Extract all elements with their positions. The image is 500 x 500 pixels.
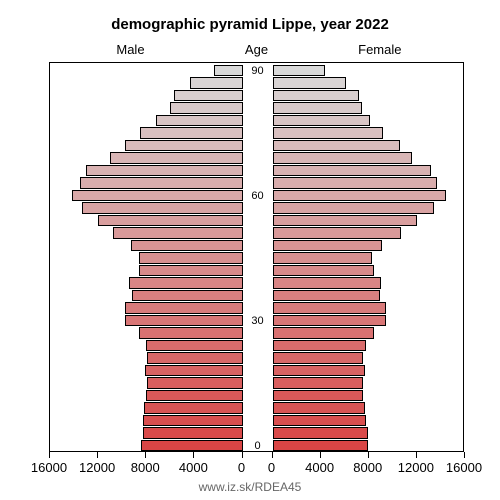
male-bar (86, 165, 242, 177)
male-bar (143, 415, 243, 427)
male-bar (146, 340, 242, 352)
male-bar (129, 277, 242, 289)
x-tick (145, 452, 146, 458)
female-bar (273, 140, 401, 152)
female-bar (273, 90, 360, 102)
female-bar (273, 340, 367, 352)
x-tick-label: 4000 (305, 460, 334, 475)
x-tick (97, 452, 98, 458)
female-bar (273, 315, 386, 327)
male-bar (147, 352, 242, 364)
x-tick-label: 8000 (131, 460, 160, 475)
female-bar (273, 377, 363, 389)
x-tick (368, 452, 369, 458)
female-bar (273, 215, 417, 227)
x-tick (242, 452, 243, 458)
male-bar (125, 302, 243, 314)
male-bar (145, 365, 242, 377)
male-bar (174, 90, 243, 102)
female-bar (273, 440, 368, 452)
female-bar (273, 227, 402, 239)
female-bar (273, 127, 384, 139)
age-tick-label: 60 (243, 190, 273, 202)
x-tick-label: 4000 (179, 460, 208, 475)
male-bar (144, 402, 243, 414)
age-axis-label: Age (245, 42, 268, 57)
female-bar (273, 202, 434, 214)
male-bar (141, 440, 242, 452)
female-bar (273, 290, 380, 302)
male-bar (131, 240, 243, 252)
female-bar (273, 165, 432, 177)
female-bar (273, 327, 374, 339)
male-bar (214, 65, 243, 77)
age-column: 0 30 60 90 (243, 63, 273, 451)
female-bar (273, 115, 370, 127)
male-side (50, 63, 243, 451)
chart-footer: www.iz.sk/RDEA45 (0, 480, 500, 494)
male-bar (156, 115, 243, 127)
male-bar (140, 127, 242, 139)
male-bar (113, 227, 243, 239)
female-bar (273, 102, 362, 114)
male-bar (132, 290, 243, 302)
female-bar (273, 177, 438, 189)
male-bar (139, 327, 242, 339)
male-bar (110, 152, 242, 164)
female-bar (273, 390, 363, 402)
male-bar (139, 265, 242, 277)
x-tick-label: 0 (238, 460, 245, 475)
male-bar (170, 102, 242, 114)
female-bar (273, 77, 346, 89)
x-tick-label: 12000 (79, 460, 115, 475)
x-tick-label: 8000 (353, 460, 382, 475)
age-tick-label: 30 (243, 315, 273, 327)
age-tick-label: 0 (243, 440, 273, 452)
x-tick (416, 452, 417, 458)
male-bar (146, 390, 242, 402)
female-bar (273, 352, 363, 364)
female-bar (273, 402, 366, 414)
male-bar (125, 140, 243, 152)
x-tick (464, 452, 465, 458)
female-side (273, 63, 466, 451)
male-bar (80, 177, 242, 189)
x-tick-label: 16000 (31, 460, 67, 475)
female-bar (273, 302, 386, 314)
x-tick-label: 16000 (446, 460, 482, 475)
pyramid-chart: demographic pyramid Lippe, year 2022 Mal… (0, 0, 500, 500)
male-bar (125, 315, 243, 327)
plot-area: 0 30 60 90 (49, 62, 464, 452)
female-bar (273, 427, 368, 439)
x-tick (193, 452, 194, 458)
male-bar (98, 215, 242, 227)
x-tick (320, 452, 321, 458)
female-bar (273, 365, 366, 377)
male-bar (190, 77, 243, 89)
x-tick-label: 12000 (398, 460, 434, 475)
female-bar (273, 252, 373, 264)
male-bar (139, 252, 242, 264)
male-bar (147, 377, 242, 389)
age-tick-label: 90 (243, 65, 273, 77)
male-bar (82, 202, 242, 214)
female-bar (273, 65, 326, 77)
male-label: Male (116, 42, 144, 57)
x-tick (49, 452, 50, 458)
female-bar (273, 152, 413, 164)
x-tick-label: 0 (268, 460, 275, 475)
male-bar (143, 427, 243, 439)
x-tick (272, 452, 273, 458)
male-bar (72, 190, 243, 202)
female-label: Female (358, 42, 401, 57)
female-bar (273, 240, 382, 252)
female-bar (273, 277, 381, 289)
female-bar (273, 415, 367, 427)
female-bar (273, 190, 446, 202)
female-bar (273, 265, 374, 277)
chart-title: demographic pyramid Lippe, year 2022 (0, 16, 500, 33)
